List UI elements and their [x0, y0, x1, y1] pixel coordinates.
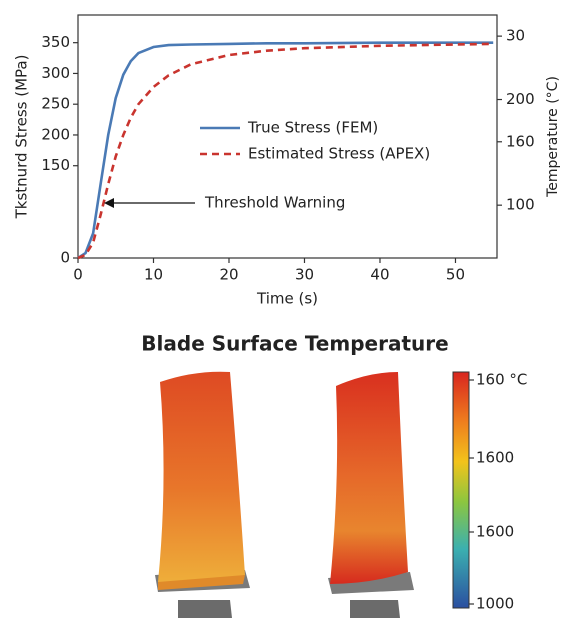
y2-tick-label: 200 [506, 90, 535, 108]
y-tick-label: 350 [41, 33, 70, 51]
y-tick-label: 250 [41, 95, 70, 113]
blade-right [328, 372, 414, 618]
figure-title: Blade Surface Temperature [141, 332, 448, 356]
x-tick-label: 10 [144, 266, 163, 284]
y-axis-label: Tkstnurd Stress (MPa) [13, 55, 31, 220]
annotation-arrowhead [104, 198, 114, 208]
colorbar-label: 1600 [476, 449, 514, 467]
colorbar-label: 1600 [476, 523, 514, 541]
x-axis-label: Time (s) [256, 290, 318, 308]
x-tick-label: 20 [219, 266, 238, 284]
legend-label: Estimated Stress (APEX) [248, 145, 430, 163]
page: 0 10 20 30 40 50 0 150 200 250 300 350 100 160 200 30 Ti… [0, 0, 567, 619]
colorbar-label: 160 °C [476, 371, 527, 389]
y-tick-label: 200 [41, 125, 70, 143]
annotation: Threshold Warning [204, 194, 345, 212]
y2-tick-label: 30 [506, 27, 525, 45]
y2-tick-label: 100 [506, 196, 535, 214]
x-tick-label: 30 [295, 266, 314, 284]
y-tick-label: 300 [41, 64, 70, 82]
y-tick-label: 150 [41, 156, 70, 174]
line-chart: 0 10 20 30 40 50 0 150 200 250 300 350 100 160 200 30 Ti… [13, 15, 562, 308]
x-tick-label: 0 [73, 266, 83, 284]
legend-label: True Stress (FEM) [247, 119, 378, 137]
blade-left [155, 372, 250, 618]
y2-tick-label: 160 [506, 132, 535, 150]
y2-axis-label: Temperature (°C) [545, 76, 561, 198]
colorbar-label: 1000 [476, 595, 514, 613]
colorbar [453, 372, 469, 608]
x-tick-label: 40 [370, 266, 389, 284]
x-tick-label: 50 [446, 266, 465, 284]
y-tick-label: 0 [60, 249, 70, 267]
